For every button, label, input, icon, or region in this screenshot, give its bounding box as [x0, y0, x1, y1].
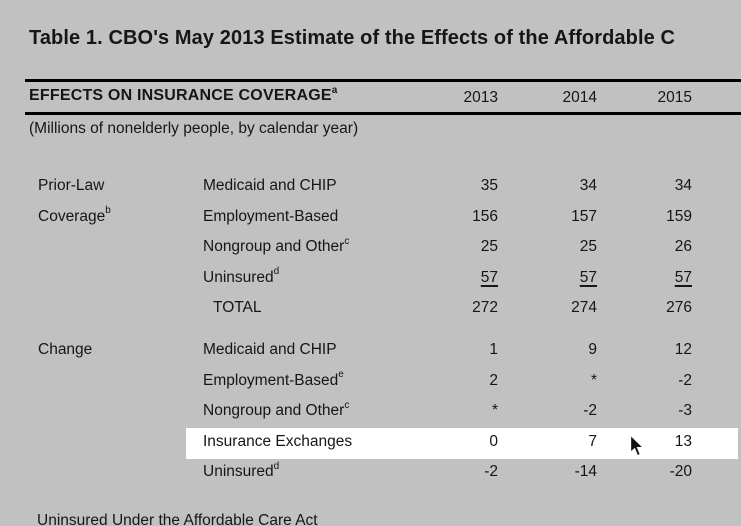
value-cell-2015: 13 — [674, 432, 692, 450]
highlight-band — [186, 428, 738, 459]
effects-header-text: EFFECTS ON INSURANCE COVERAGE — [29, 87, 332, 104]
value-cell-2013: 156 — [472, 207, 498, 225]
value-cell-2013: 272 — [472, 299, 498, 316]
table-row: Nongroup and Otherc 25 25 26 — [38, 232, 741, 263]
category-label-cell: Insurance Exchanges — [203, 432, 353, 450]
section-label-cell: Coverageb — [38, 205, 111, 225]
year-column-header-2015: 2015 — [657, 89, 692, 106]
units-note: (Millions of nonelderly people, by calen… — [29, 120, 359, 137]
value-cell-2015: 159 — [666, 207, 692, 225]
year-column-header-2013: 2013 — [463, 89, 498, 106]
value-cell-2014: -14 — [574, 463, 597, 480]
table-row: Employment-Basede 2 * -2 — [38, 366, 741, 397]
value-cell-2013: 2 — [489, 371, 498, 389]
value-cell-2014: 9 — [588, 341, 597, 358]
footnote-marker-d: d — [273, 460, 280, 472]
value-cell-2014: -2 — [583, 402, 597, 419]
value-cell-2013: 35 — [480, 177, 498, 194]
section-label-cell — [38, 457, 203, 488]
value-cell-2015: -3 — [678, 402, 692, 419]
value-cell-2015: -2 — [678, 371, 692, 389]
footnote-marker-c: c — [344, 399, 350, 411]
value-cell-2015: 57 — [674, 268, 692, 286]
footnote-marker-c: c — [344, 235, 350, 247]
section-label-cell: Change — [38, 341, 93, 358]
value-cell-2013: 57 — [480, 268, 498, 286]
value-cell-2014: 57 — [579, 268, 597, 286]
value-cell-2013: * — [491, 402, 498, 419]
category-label-cell: Medicaid and CHIP — [203, 177, 337, 194]
category-label-cell: Nongroup and Otherc — [203, 399, 350, 419]
value-cell-2015: -20 — [669, 463, 692, 480]
value-cell-2013: 25 — [480, 238, 498, 255]
footnote-marker-a: a — [331, 84, 338, 96]
section-label-cell — [38, 396, 203, 427]
section-label-cell — [38, 263, 203, 294]
value-cell-2014: 25 — [579, 238, 597, 255]
year-column-header-2014: 2014 — [562, 89, 597, 106]
category-label-cell: Employment-Based — [203, 207, 339, 225]
value-cell-2014: * — [590, 371, 597, 389]
value-cell-2014: 274 — [571, 299, 597, 316]
table-title: Table 1. CBO's May 2013 Estimate of the … — [29, 27, 676, 49]
value-cell-2014: 34 — [579, 177, 597, 194]
table-rule-top — [25, 79, 741, 82]
table-row: Uninsuredd -2 -14 -20 — [38, 457, 741, 488]
table-body: Prior-Law Medicaid and CHIP 35 34 34 Cov… — [0, 171, 741, 488]
table-row-total: TOTAL 272 274 276 — [38, 293, 741, 324]
section-label-cell: Prior-Law — [38, 177, 105, 194]
value-cell-2014: 157 — [571, 207, 597, 225]
category-label-cell: Uninsuredd — [203, 460, 280, 480]
table-row: Uninsuredd 57 57 57 — [38, 263, 741, 294]
footnote-marker-e: e — [338, 369, 344, 381]
category-label-cell: Uninsuredd — [203, 266, 280, 286]
section-label-cell — [38, 293, 203, 324]
category-label-cell: TOTAL — [213, 299, 262, 316]
footnote-marker-d: d — [273, 266, 280, 278]
category-label-cell: Employment-Basede — [203, 369, 344, 389]
value-cell-2015: 34 — [674, 177, 692, 194]
table-row: Change Medicaid and CHIP 1 9 12 — [38, 335, 741, 366]
category-label-cell: Nongroup and Otherc — [203, 235, 350, 255]
value-cell-2014: 7 — [588, 432, 597, 450]
category-label-cell: Medicaid and CHIP — [203, 341, 337, 358]
value-cell-2013: 0 — [489, 432, 498, 450]
partial-next-section-label: Uninsured Under the Affordable Care Act — [37, 512, 318, 526]
section-label-cell — [38, 232, 203, 263]
table-row: Prior-Law Medicaid and CHIP 35 34 34 — [38, 171, 741, 202]
table-rule-below-header — [25, 112, 741, 115]
section-label-cell — [38, 366, 203, 397]
value-cell-2015: 276 — [666, 299, 692, 316]
value-cell-2013: -2 — [484, 463, 498, 480]
table-column-group-header: EFFECTS ON INSURANCE COVERAGEa — [29, 84, 338, 105]
section-label-cell — [38, 427, 203, 458]
table-row: Nongroup and Otherc * -2 -3 — [38, 396, 741, 427]
value-cell-2015: 26 — [674, 238, 692, 255]
mouse-cursor-icon — [629, 434, 645, 457]
value-cell-2015: 12 — [674, 341, 692, 358]
footnote-marker-b: b — [105, 205, 111, 217]
table-row: Coverageb Employment-Based 156 157 159 — [38, 202, 741, 233]
value-cell-2013: 1 — [489, 341, 498, 358]
table-row-highlighted: Insurance Exchanges 0 7 13 — [38, 427, 741, 458]
